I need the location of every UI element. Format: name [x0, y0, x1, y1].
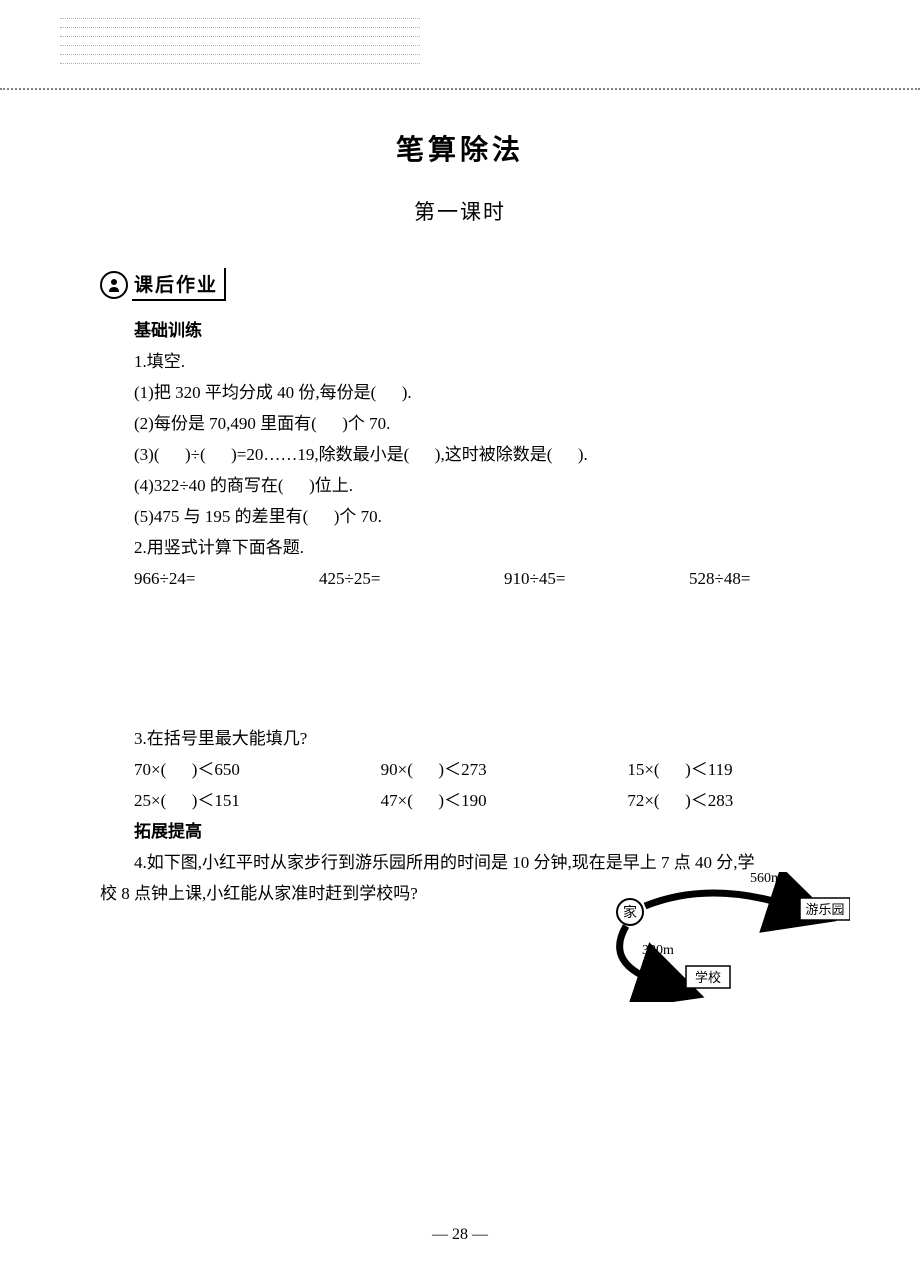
q2-row: 966÷24= 425÷25= 910÷45= 528÷48= — [100, 564, 840, 595]
q1-title: 1.填空. — [100, 347, 840, 378]
q3-title: 3.在括号里最大能填几? — [100, 724, 840, 755]
q2-item: 425÷25= — [285, 564, 470, 595]
page-title: 笔算除法 — [0, 128, 920, 168]
q2-item: 966÷24= — [100, 564, 285, 595]
q1-item: (1)把 320 平均分成 40 份,每份是( ). — [100, 378, 840, 409]
q1-item: (4)322÷40 的商写在( )位上. — [100, 471, 840, 502]
header-divider — [0, 88, 920, 90]
header-pattern — [60, 18, 420, 73]
q2-item: 528÷48= — [655, 564, 840, 595]
homework-badge: 课后作业 — [100, 268, 226, 301]
q1-item: (3)( )÷( )=20……19,除数最小是( ),这时被除数是( ). — [100, 440, 840, 471]
work-space — [100, 594, 840, 724]
q1-item: (5)475 与 195 的差里有( )个 70. — [100, 502, 840, 533]
q3-item: 47×( )＜190 — [347, 786, 594, 817]
dist-park: 560m — [750, 872, 782, 886]
park-label: 游乐园 — [805, 902, 844, 917]
q1-item: (2)每份是 70,490 里面有( )个 70. — [100, 409, 840, 440]
q3-row: 70×( )＜650 90×( )＜273 15×( )＜119 — [100, 755, 840, 786]
q3-item: 90×( )＜273 — [347, 755, 594, 786]
q3-item: 15×( )＜119 — [593, 755, 840, 786]
q3-item: 25×( )＜151 — [100, 786, 347, 817]
q3-item: 72×( )＜283 — [593, 786, 840, 817]
page-subtitle: 第一课时 — [0, 196, 920, 226]
q3-row: 25×( )＜151 47×( )＜190 72×( )＜283 — [100, 786, 840, 817]
person-icon — [100, 271, 128, 299]
advanced-heading: 拓展提高 — [100, 817, 840, 848]
badge-label: 课后作业 — [132, 268, 226, 301]
home-label: 家 — [623, 904, 637, 921]
school-label: 学校 — [695, 970, 721, 985]
q2-item: 910÷45= — [470, 564, 655, 595]
q2-title: 2.用竖式计算下面各题. — [100, 533, 840, 564]
basic-heading: 基础训练 — [100, 316, 840, 347]
page-number: — 28 — — [0, 1226, 920, 1244]
route-diagram: 家 560m 游乐园 380m 学校 — [590, 872, 850, 1002]
q3-item: 70×( )＜650 — [100, 755, 347, 786]
content-body: 基础训练 1.填空. (1)把 320 平均分成 40 份,每份是( ). (2… — [100, 316, 840, 910]
dist-school: 380m — [642, 943, 674, 958]
